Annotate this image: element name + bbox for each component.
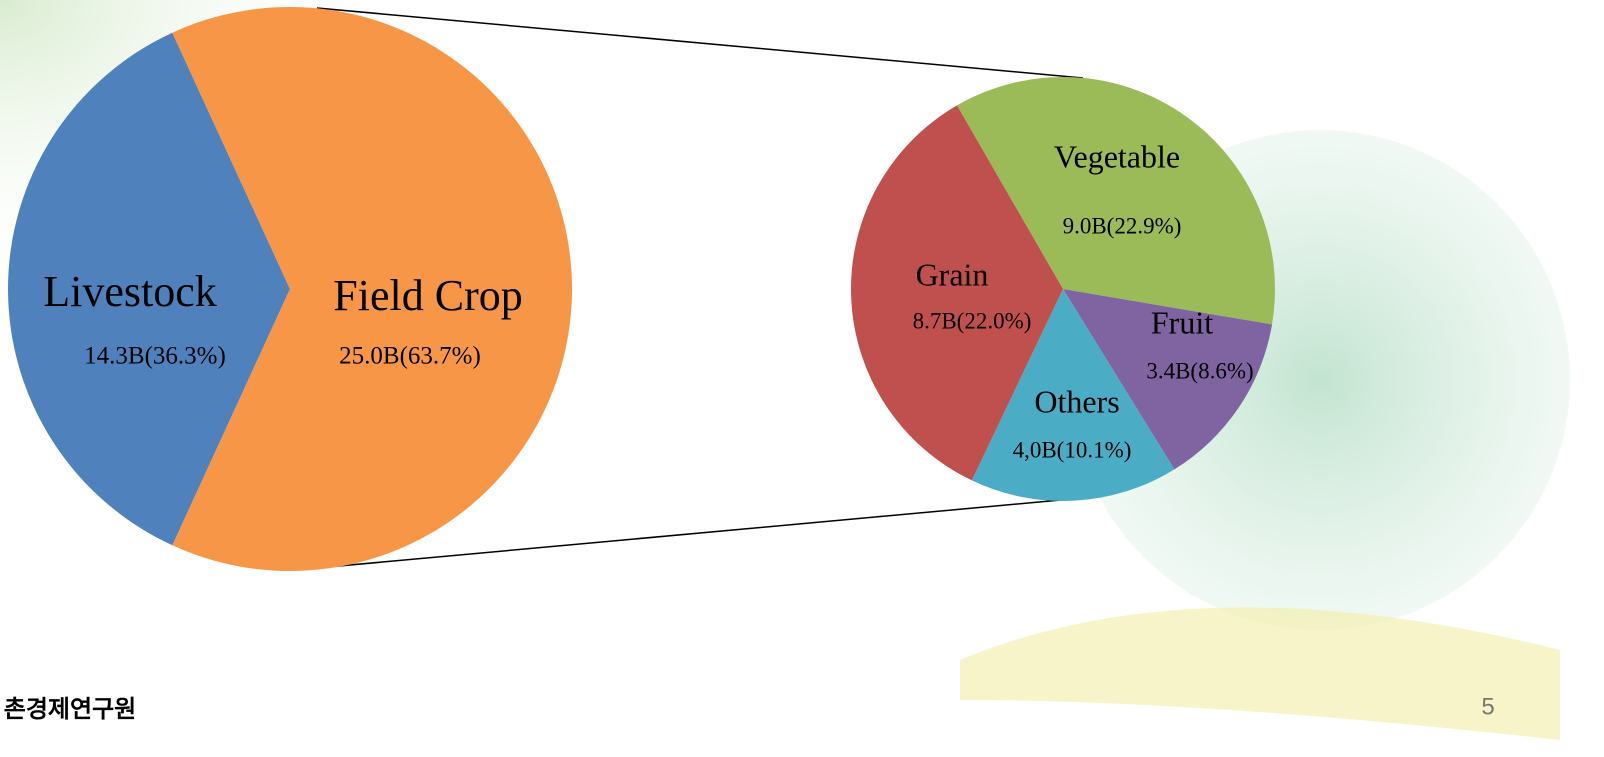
page-number: 5: [1481, 693, 1494, 720]
slice-category: Others: [1034, 383, 1119, 419]
organization: 촌경제연구원: [4, 695, 136, 723]
slice-value-label: 14.3B(36.3%): [84, 343, 226, 370]
slice-value-label: 4,0B(10.1%): [1013, 437, 1132, 462]
slice-value-label: 9.0B(22.9%): [1063, 213, 1182, 238]
slice-value-label: 25.0B(63.7%): [339, 343, 481, 370]
pies: Livestock 14.3B(36.3%) Field Crop 25.0B(63.…: [8, 7, 1275, 571]
slice-value-label: 8.7B(22.0%): [913, 308, 1032, 333]
slice-category: Vegetable: [1054, 138, 1180, 174]
slice-category: Grain: [916, 256, 989, 292]
slice-category: Livestock: [43, 267, 217, 316]
slide: Livestock 14.3B(36.3%) Field Crop 25.0B(63.…: [0, 0, 1604, 757]
page: Livestock 14.3B(36.3%) Field Crop 25.0B(63.…: [0, 0, 1604, 757]
slice-category: Fruit: [1151, 304, 1213, 340]
slice-category: Field Crop: [333, 271, 522, 320]
decoration-swoosh: [960, 607, 1560, 740]
slice-value-label: 3.4B(8.6%): [1146, 358, 1253, 383]
